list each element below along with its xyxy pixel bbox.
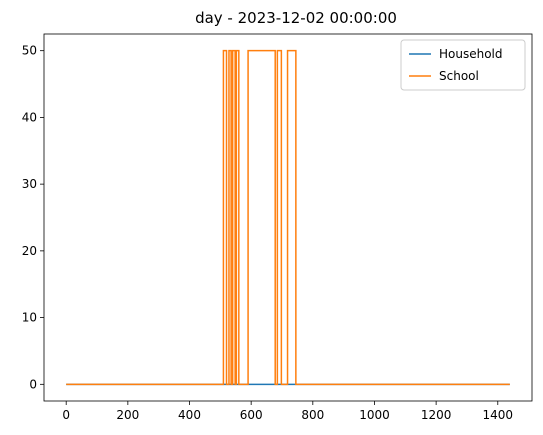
axes-frame [43, 33, 533, 402]
x-tick-label: 0 [62, 408, 70, 422]
y-tick-label: 50 [22, 44, 37, 58]
x-tick-label: 400 [178, 408, 201, 422]
chart-title: day - 2023-12-02 00:00:00 [195, 9, 397, 27]
plot-area: 0 200 400 600 800 1000 1200 1400 0 10 20 30 40 50 [22, 33, 533, 422]
x-axis-ticks: 0 200 400 600 800 1000 1200 1400 [62, 401, 513, 422]
x-tick-label: 600 [240, 408, 263, 422]
x-tick-label: 1400 [483, 408, 514, 422]
y-tick-label: 20 [22, 244, 37, 258]
x-tick-label: 1200 [421, 408, 452, 422]
y-axis-ticks: 0 10 20 30 40 50 [22, 44, 44, 391]
y-tick-label: 40 [22, 110, 37, 124]
series-line-school [66, 49, 510, 386]
legend-label-household: Household [439, 47, 503, 61]
series-layer [66, 49, 510, 386]
y-tick-label: 30 [22, 177, 37, 191]
legend-label-school: School [439, 69, 479, 83]
y-tick-label: 10 [22, 311, 37, 325]
x-tick-label: 800 [301, 408, 324, 422]
x-tick-label: 1000 [359, 408, 390, 422]
y-tick-label: 0 [29, 377, 37, 391]
legend: Household School [400, 39, 526, 91]
x-tick-label: 200 [116, 408, 139, 422]
legend-box [400, 39, 526, 91]
